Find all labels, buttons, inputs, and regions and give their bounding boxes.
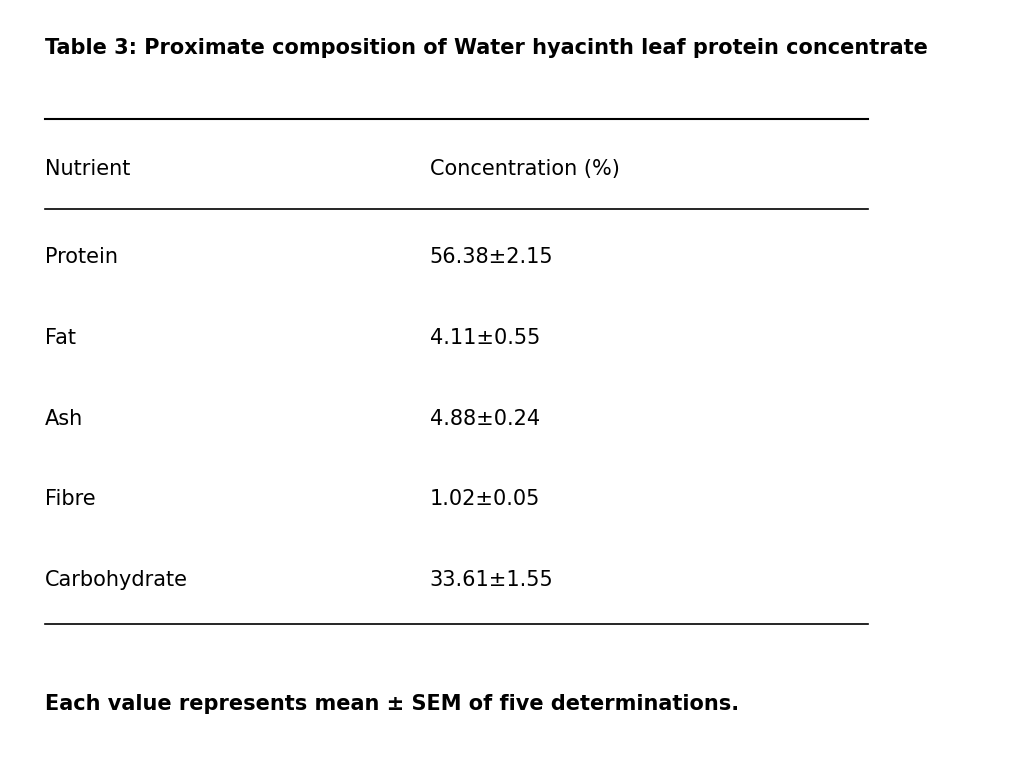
Text: Each value represents mean ± SEM of five determinations.: Each value represents mean ± SEM of five… bbox=[45, 694, 739, 713]
Text: Protein: Protein bbox=[45, 247, 118, 267]
Text: Table 3: Proximate composition of Water hyacinth leaf protein concentrate: Table 3: Proximate composition of Water … bbox=[45, 38, 928, 58]
Text: 1.02±0.05: 1.02±0.05 bbox=[430, 489, 540, 509]
Text: Fibre: Fibre bbox=[45, 489, 95, 509]
Text: 56.38±2.15: 56.38±2.15 bbox=[430, 247, 553, 267]
Text: 4.11±0.55: 4.11±0.55 bbox=[430, 328, 540, 348]
Text: 4.88±0.24: 4.88±0.24 bbox=[430, 409, 540, 429]
Text: Carbohydrate: Carbohydrate bbox=[45, 570, 187, 590]
Text: Nutrient: Nutrient bbox=[45, 159, 130, 179]
Text: 33.61±1.55: 33.61±1.55 bbox=[430, 570, 553, 590]
Text: Fat: Fat bbox=[45, 328, 76, 348]
Text: Concentration (%): Concentration (%) bbox=[430, 159, 620, 179]
Text: Ash: Ash bbox=[45, 409, 83, 429]
